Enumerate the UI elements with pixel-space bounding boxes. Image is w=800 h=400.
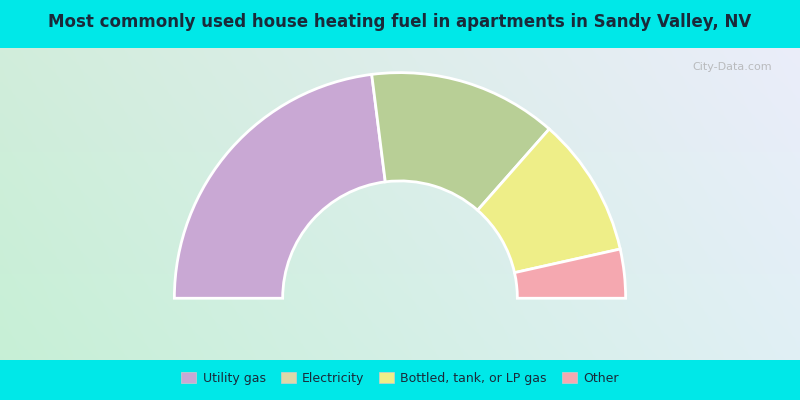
Text: City-Data.com: City-Data.com (692, 62, 772, 72)
Wedge shape (174, 74, 386, 298)
Legend: Utility gas, Electricity, Bottled, tank, or LP gas, Other: Utility gas, Electricity, Bottled, tank,… (176, 367, 624, 390)
Text: Most commonly used house heating fuel in apartments in Sandy Valley, NV: Most commonly used house heating fuel in… (48, 13, 752, 31)
Wedge shape (514, 249, 626, 298)
Wedge shape (372, 73, 550, 210)
Wedge shape (478, 129, 620, 273)
